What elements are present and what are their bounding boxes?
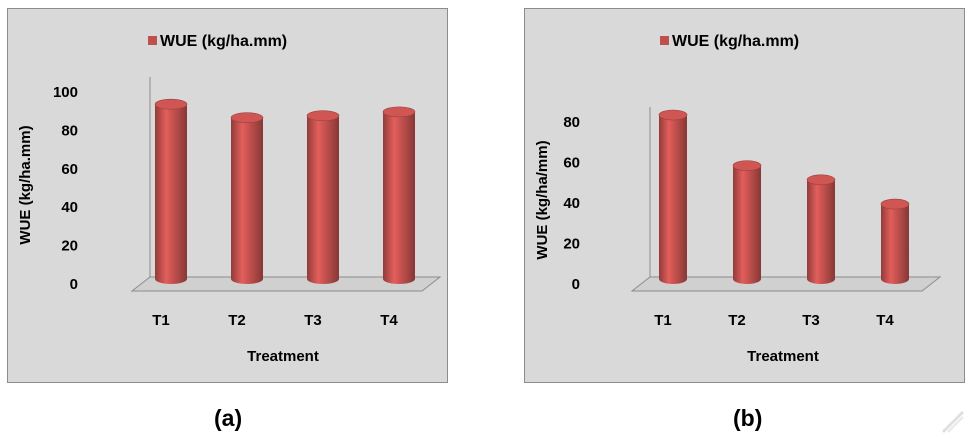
x-tick-label: T1 [152, 312, 170, 329]
bar-t4 [880, 198, 910, 284]
legend-b: WUE (kg/ha.mm) [660, 33, 799, 50]
chart-a: WUE (kg/ha.mm) 0 20 40 60 80 100 WUE (kg/ha.mm)… [17, 33, 442, 365]
x-tick-label: T3 [802, 312, 820, 329]
y-tick-label: 40 [563, 195, 580, 212]
bar-t2 [230, 112, 264, 284]
caption-b: (b) [733, 405, 763, 431]
y-tick-label: 100 [53, 84, 78, 101]
y-tick-label: 60 [563, 155, 580, 172]
bar-t1 [658, 109, 688, 284]
x-tick-label: T4 [380, 312, 398, 329]
y-tick-label: 20 [563, 236, 580, 253]
legend-label: WUE (kg/ha.mm) [160, 33, 287, 50]
y-tick-label: 0 [70, 276, 78, 293]
x-tick-label: T2 [728, 312, 746, 329]
bar-t1 [154, 98, 188, 284]
bar-t4 [382, 106, 416, 284]
x-tick-label: T3 [304, 312, 322, 329]
bar-t2 [732, 160, 762, 284]
watermark-icon [941, 410, 965, 434]
legend-swatch [148, 36, 157, 45]
bar-t3 [806, 174, 836, 284]
chart-b-panel: WUE (kg/ha.mm) 0 20 40 60 80 WUE (kg/ha/mm) T1 T… [524, 8, 965, 383]
bar-t3 [306, 110, 340, 284]
chart-a-panel: WUE (kg/ha.mm) 0 20 40 60 80 100 WUE (kg/ha.mm)… [7, 8, 448, 383]
x-tick-label: T4 [876, 312, 894, 329]
y-axis-label: WUE (kg/ha.mm) [17, 125, 34, 244]
x-tick-label: T2 [228, 312, 246, 329]
y-tick-label: 80 [61, 122, 78, 139]
floor-b [630, 276, 942, 292]
y-tick-label: 20 [61, 238, 78, 255]
legend-swatch [660, 36, 669, 45]
caption-a: (a) [214, 405, 243, 431]
legend-a: WUE (kg/ha.mm) [148, 33, 287, 50]
y-tick-label: 40 [61, 199, 78, 216]
x-axis-label: Treatment [247, 348, 319, 365]
legend-label: WUE (kg/ha.mm) [672, 33, 799, 50]
y-tick-label: 60 [61, 161, 78, 178]
x-axis-label: Treatment [747, 348, 819, 365]
chart-b: WUE (kg/ha.mm) 0 20 40 60 80 WUE (kg/ha/mm) T1 T… [534, 33, 942, 365]
floor-a [130, 276, 442, 292]
y-tick-label: 80 [563, 114, 580, 131]
y-tick-label: 0 [572, 276, 580, 293]
x-tick-label: T1 [654, 312, 672, 329]
y-axis-label: WUE (kg/ha/mm) [534, 140, 551, 259]
